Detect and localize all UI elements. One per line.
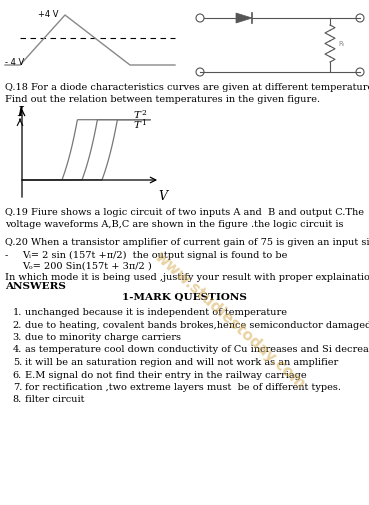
Text: -: - — [5, 251, 8, 260]
Text: Q.18 For a diode characteristics curves are given at different temperature.: Q.18 For a diode characteristics curves … — [5, 83, 369, 92]
Text: 3.: 3. — [13, 333, 22, 342]
Text: filter circuit: filter circuit — [25, 395, 85, 405]
Text: 8.: 8. — [13, 395, 22, 405]
Text: Vᵢ= 2 sin (157t +π/2)  the output signal is found to be: Vᵢ= 2 sin (157t +π/2) the output signal … — [22, 251, 287, 260]
Text: voltage waveforms A,B,C are shown in the figure .the logic circuit is: voltage waveforms A,B,C are shown in the… — [5, 220, 344, 229]
Text: Q.20 When a transistor amplifier of current gain of 75 is given an input signal: Q.20 When a transistor amplifier of curr… — [5, 238, 369, 247]
Text: unchanged because it is independent of temperature: unchanged because it is independent of t… — [25, 308, 287, 317]
Text: Q.19 Fiure shows a logic circuit of two inputs A and  B and output C.The: Q.19 Fiure shows a logic circuit of two … — [5, 208, 364, 217]
Text: 7.: 7. — [13, 383, 22, 392]
Text: 1: 1 — [141, 119, 146, 127]
Text: www.studiestoday.com: www.studiestoday.com — [152, 248, 308, 391]
Text: 5.: 5. — [13, 358, 22, 367]
Text: 6.: 6. — [13, 371, 22, 379]
Text: 1.: 1. — [13, 308, 22, 317]
Text: T: T — [133, 121, 140, 130]
Text: In which mode it is being used ,justify your result with proper explaination .: In which mode it is being used ,justify … — [5, 273, 369, 282]
Text: due to minority charge carriers: due to minority charge carriers — [25, 333, 181, 342]
Text: due to heating, covalent bands brokes,hence semiconductor damaged.: due to heating, covalent bands brokes,he… — [25, 321, 369, 329]
Text: for rectification ,two extreme layers must  be of different types.: for rectification ,two extreme layers mu… — [25, 383, 341, 392]
Text: it will be an saturation region and will not work as an amplifier: it will be an saturation region and will… — [25, 358, 338, 367]
Text: Find out the relation between temperatures in the given figure.: Find out the relation between temperatur… — [5, 95, 320, 104]
Text: - 4 V: - 4 V — [5, 58, 24, 67]
Text: ANSWERS: ANSWERS — [5, 282, 66, 291]
Text: 4.: 4. — [13, 345, 22, 355]
Text: E.M signal do not find their entry in the railway carriage: E.M signal do not find their entry in th… — [25, 371, 307, 379]
Text: V: V — [158, 190, 167, 203]
Text: 2: 2 — [141, 109, 146, 117]
Text: Vₒ= 200 Sin(157t + 3π/2 ): Vₒ= 200 Sin(157t + 3π/2 ) — [22, 262, 152, 271]
Text: T: T — [133, 111, 140, 120]
Text: +4 V: +4 V — [38, 10, 59, 19]
Text: I: I — [17, 106, 23, 119]
Text: 1-MARK QUESTIONS: 1-MARK QUESTIONS — [121, 293, 246, 302]
Text: as temperature cool down conductivity of Cu increases and Si decreases: as temperature cool down conductivity of… — [25, 345, 369, 355]
Text: Rₗ: Rₗ — [338, 40, 344, 46]
Text: 2.: 2. — [13, 321, 22, 329]
Polygon shape — [236, 13, 252, 23]
